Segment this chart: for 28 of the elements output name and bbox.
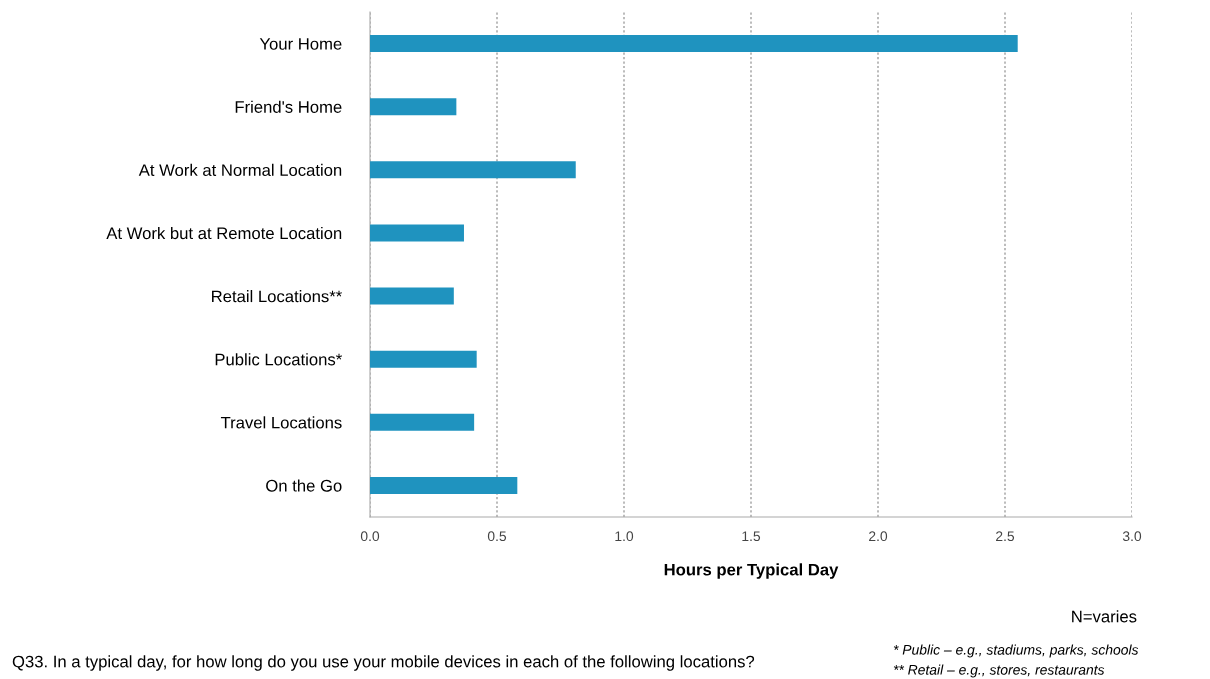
y-tick-label: On the Go [266,479,342,492]
bar [370,350,477,368]
y-tick-label: Friend's Home [235,100,342,113]
bar [370,476,518,494]
text: N=varies [1072,610,1137,623]
x-tick-label: 3.0 [1122,531,1142,542]
x-axis-title: Hours per Typical Day [664,563,839,579]
y-tick-label: At Work but at Remote Location [106,226,342,240]
y-tick-label: Travel Locations [220,416,342,429]
y-tick-label: Public Locations* [215,353,342,366]
x-tick-label: 0.0 [360,531,380,542]
y-tick-label: Retail Locations** [212,290,342,303]
y-tick-label: At Work at Normal Location [138,163,342,177]
text: * Public – e.g., stadiums, parks, schools [893,644,1139,658]
bar [370,161,576,179]
x-tick-label: 2.5 [996,531,1015,542]
y-tick-label: Your Home [259,38,342,50]
bar [370,35,1018,53]
bar [370,287,454,305]
x-tick-label: 0.5 [487,531,507,542]
bar [370,98,457,116]
text: Q33. In a typical day, for how long do you use your mobile devices in each of the following locations? [12,655,755,671]
x-tick-label: 2.0 [869,531,888,542]
x-tick-label: 1.0 [615,531,634,542]
text: ** Retail – e.g., stores, restaurants [893,664,1105,678]
bar [370,224,464,242]
bar [370,413,475,431]
x-tick-label: 1.5 [742,531,761,542]
